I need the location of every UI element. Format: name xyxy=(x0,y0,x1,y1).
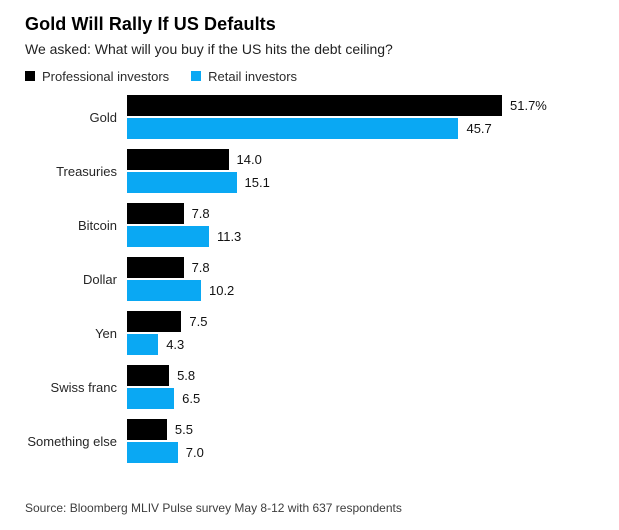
bar-line: 5.5 xyxy=(127,419,599,440)
bar-pair: 7.8 10.2 xyxy=(127,257,599,301)
value-label: 7.5 xyxy=(189,314,208,329)
bar-line: 14.0 xyxy=(127,149,599,170)
bar-line: 6.5 xyxy=(127,388,599,409)
category-label: Swiss franc xyxy=(50,379,117,395)
bar-line: 45.7 xyxy=(127,118,599,139)
bar-professional xyxy=(127,257,184,278)
bar-retail xyxy=(127,172,237,193)
bar-chart: Gold 51.7% 45.7 Treasuries 14.0 15.1 Bitcoin 7.… xyxy=(25,95,599,463)
legend-swatch-professional-icon xyxy=(25,71,35,81)
value-label: 45.7 xyxy=(466,121,492,136)
bar-line: 4.3 xyxy=(127,334,599,355)
value-label: 10.2 xyxy=(208,283,235,298)
bar-pair: 5.5 7.0 xyxy=(127,419,599,463)
bar-pair: 14.0 15.1 xyxy=(127,149,599,193)
bar-retail xyxy=(127,118,459,139)
bar-line: 15.1 xyxy=(127,172,599,193)
chart-row: Swiss franc 5.8 6.5 xyxy=(25,365,599,409)
category-label: Treasuries xyxy=(56,163,117,179)
category-label: Gold xyxy=(89,109,117,125)
value-label: 4.3 xyxy=(166,337,185,352)
value-label: 5.5 xyxy=(174,422,193,437)
value-label: 6.5 xyxy=(182,391,201,406)
value-label: 14.0 xyxy=(236,152,262,167)
chart-row: Yen 7.5 4.3 xyxy=(25,311,599,355)
bar-line: 7.0 xyxy=(127,442,599,463)
chart-row: Treasuries 14.0 15.1 xyxy=(25,149,599,193)
value-label: 11.3 xyxy=(216,229,242,244)
chart-subtitle: We asked: What will you buy if the US hi… xyxy=(25,41,393,57)
bar-line: 7.8 xyxy=(127,203,599,224)
bar-line: 7.8 xyxy=(127,257,599,278)
legend-label-retail: Retail investors xyxy=(208,68,298,84)
category-label: Yen xyxy=(95,325,117,341)
bar-professional xyxy=(127,149,229,170)
value-label: 7.8 xyxy=(191,206,210,221)
chart-row: Something else 5.5 7.0 xyxy=(25,419,599,463)
chart-row: Bitcoin 7.8 11.3 xyxy=(25,203,599,247)
chart-row: Dollar 7.8 10.2 xyxy=(25,257,599,301)
bar-retail xyxy=(127,334,159,355)
bar-retail xyxy=(127,442,178,463)
bar-pair: 5.8 6.5 xyxy=(127,365,599,409)
value-label: 51.7% xyxy=(510,98,547,113)
bar-professional xyxy=(127,419,167,440)
bar-pair: 51.7% 45.7 xyxy=(127,95,599,139)
category-label: Bitcoin xyxy=(77,217,117,233)
legend-swatch-retail-icon xyxy=(191,71,202,81)
chart-title: Gold Will Rally If US Defaults xyxy=(25,14,276,34)
bar-line: 5.8 xyxy=(127,365,599,386)
bar-professional xyxy=(127,95,502,116)
value-label: 7.0 xyxy=(185,445,204,460)
category-label: Dollar xyxy=(83,271,117,287)
bar-line: 7.5 xyxy=(127,311,599,332)
bar-professional xyxy=(127,365,170,386)
chart-row: Gold 51.7% 45.7 xyxy=(25,95,599,139)
bar-retail xyxy=(127,280,201,301)
bar-retail xyxy=(127,226,209,247)
bar-pair: 7.5 4.3 xyxy=(127,311,599,355)
bar-line: 10.2 xyxy=(127,280,599,301)
legend-item-retail: Retail investors xyxy=(191,69,297,84)
category-label: Something else xyxy=(27,433,117,449)
bar-retail xyxy=(127,388,175,409)
bar-professional xyxy=(127,311,182,332)
legend: Professional investors Retail investors xyxy=(25,69,599,84)
value-label: 5.8 xyxy=(177,368,196,383)
bar-line: 11.3 xyxy=(127,226,599,247)
legend-item-professional: Professional investors xyxy=(25,69,169,84)
bar-professional xyxy=(127,203,184,224)
bar-line: 51.7% xyxy=(127,95,599,116)
bar-pair: 7.8 11.3 xyxy=(127,203,599,247)
source-note: Source: Bloomberg MLIV Pulse survey May … xyxy=(25,501,402,515)
legend-label-professional: Professional investors xyxy=(42,68,170,84)
value-label: 7.8 xyxy=(191,260,210,275)
value-label: 15.1 xyxy=(244,175,270,190)
